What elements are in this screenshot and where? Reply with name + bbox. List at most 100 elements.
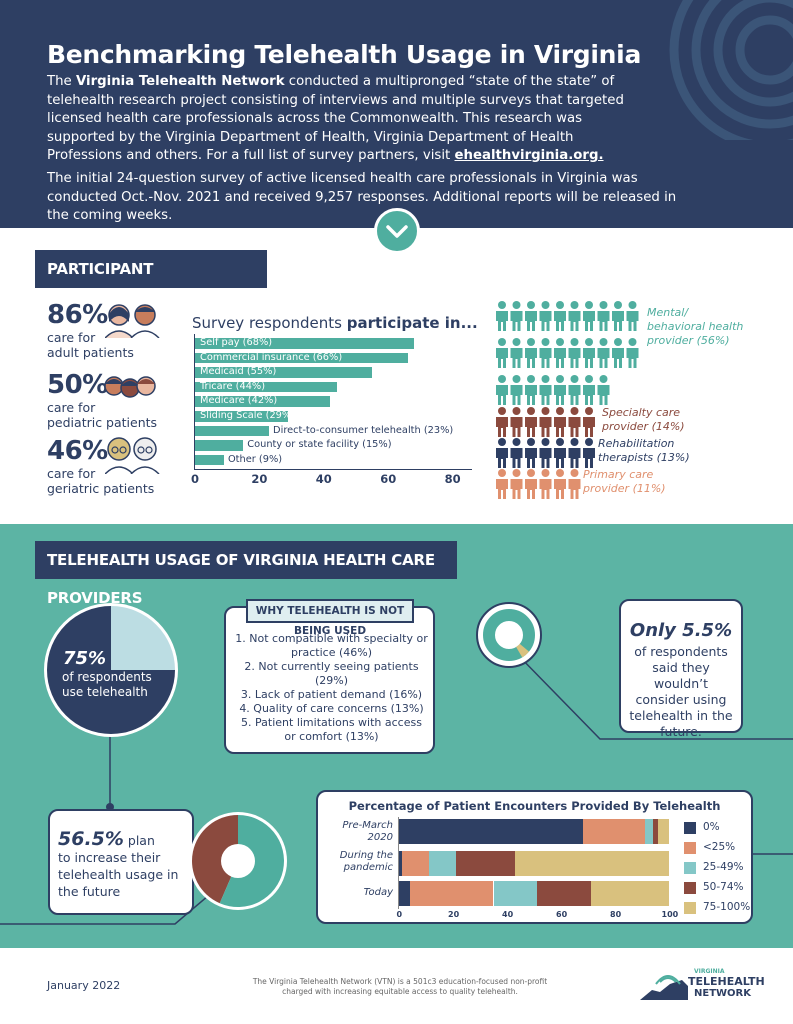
chevron-down-icon[interactable]	[374, 208, 420, 254]
person-icon	[510, 301, 523, 331]
legend-swatch	[684, 822, 696, 834]
telehealth-usage-pie	[44, 603, 178, 737]
adult-patients-icon	[105, 304, 160, 338]
survey-x-tick: 20	[251, 472, 268, 486]
why-title: WHY TELEHEALTH IS NOT BEING USED	[246, 599, 414, 637]
survey-bar-label: Other (9%)	[227, 453, 283, 465]
person-icon	[539, 375, 552, 405]
survey-bar	[195, 367, 373, 378]
survey-x-tick: 0	[191, 472, 200, 486]
why-not-used-card: WHY TELEHEALTH IS NOT BEING USED 1. Not …	[224, 599, 435, 754]
survey-paragraph: The initial 24-question survey of active…	[47, 171, 677, 223]
survey-bar	[195, 396, 331, 407]
encounter-bar-segment	[515, 851, 669, 876]
plan-increase-donut	[189, 812, 287, 910]
person-icon	[583, 407, 595, 437]
encounters-stacked-chart: Pre-March 2020 During the pandemic Today 0 2…	[0, 524, 793, 948]
person-icon	[583, 375, 595, 405]
telehealth-usage-section: TELEHEALTH USAGE OF VIRGINIA HEALTH CARE…	[0, 524, 793, 948]
footer-note: The Virginia Telehealth Network (VTN) is…	[252, 977, 548, 996]
survey-bar-label: County or state facility (15%)	[247, 439, 392, 451]
pie-percent: 75%	[63, 648, 107, 669]
person-icon	[554, 301, 566, 331]
person-icon	[583, 301, 595, 331]
encounter-x-tick: 80	[610, 910, 622, 919]
person-icon	[510, 438, 523, 468]
survey-bar	[195, 425, 270, 437]
person-icon	[554, 469, 566, 499]
stat-adult: 86% care for adult patients	[47, 300, 134, 360]
legend-label: 50-74%	[703, 881, 744, 893]
person-icon	[539, 301, 552, 331]
encounter-bar-segment	[399, 881, 410, 906]
survey-chart-title: Survey respondents participate in...	[192, 314, 478, 332]
person-icon	[568, 338, 581, 368]
person-icon	[496, 438, 508, 468]
x-axis-line	[194, 469, 472, 470]
legend-swatch	[684, 882, 696, 894]
person-icon	[554, 338, 566, 368]
ring-slice-wouldnt-consider	[515, 643, 530, 658]
label-specialty-care: Specialty care provider (14%)	[602, 406, 685, 433]
legend-label: <25%	[703, 841, 736, 853]
encounter-bar-segment	[428, 851, 456, 876]
survey-x-tick: 80	[444, 472, 461, 486]
person-icon	[568, 375, 581, 405]
plan-text: 56.5% plan to increase their telehealth u…	[58, 828, 179, 900]
person-icon	[525, 438, 537, 468]
demographics-heading: PARTICIPANT DEMOGRAPHICS	[35, 250, 267, 316]
person-icon	[525, 375, 537, 405]
person-icon	[496, 338, 508, 368]
encounter-bar-segment	[652, 819, 659, 844]
person-icon	[510, 338, 523, 368]
survey-bar-label: Medicare (42%)	[200, 395, 278, 407]
survey-bar	[195, 352, 408, 364]
encounters-title: Percentage of Patient Encounters Provide…	[348, 799, 721, 813]
survey-x-tick: 60	[380, 472, 397, 486]
page-title: Benchmarking Telehealth Usage in Virgini…	[47, 40, 642, 69]
survey-bar-label: Medicaid (55%)	[200, 366, 277, 378]
donut-slice-no-plan	[192, 815, 238, 904]
only-text: of respondents said they wouldn’t consid…	[629, 644, 733, 739]
survey-bar-label: Tricare (44%)	[200, 380, 266, 392]
survey-bar	[195, 411, 289, 422]
encounter-bar-segment	[536, 881, 591, 906]
pie-caption: of respondents use telehealth	[62, 670, 152, 699]
person-icon	[568, 438, 581, 468]
person-icon	[626, 301, 639, 331]
person-icon	[510, 375, 523, 405]
person-icon	[539, 407, 552, 437]
person-icon	[510, 407, 523, 437]
provider-type-pictogram	[496, 301, 639, 499]
encounter-bar-segment	[401, 851, 429, 876]
survey-bar	[195, 454, 224, 466]
why-list-item: 3. Lack of patient demand (16%)	[240, 688, 423, 701]
legend-swatch	[684, 842, 696, 854]
why-list-item: 2. Not currently seeing patients (29%)	[244, 660, 419, 687]
geriatric-patients-icon	[105, 437, 160, 474]
encounter-bar-segment	[590, 881, 669, 906]
why-list-item: 1. Not compatible with specialty or prac…	[235, 632, 428, 659]
person-icon	[525, 407, 537, 437]
vtn-logo: VIRGINIA TELEHEALTH NETWORK	[638, 968, 765, 1004]
y-axis-line	[194, 334, 195, 470]
footer-date: January 2022	[47, 979, 121, 992]
why-list-item: 5. Patient limitations with access or co…	[241, 716, 422, 743]
person-icon	[597, 375, 610, 405]
encounter-bar-segment	[409, 881, 494, 906]
ehealth-link[interactable]: ehealthvirginia.org.	[454, 148, 604, 163]
person-icon	[539, 338, 552, 368]
encounter-x-tick: 0	[396, 910, 403, 919]
encounter-bar-segment	[455, 851, 516, 876]
survey-bar	[195, 440, 244, 451]
person-icon	[597, 301, 610, 331]
label-primary-care: Primary care provider (11%)	[583, 468, 666, 495]
encounter-bar-segment	[399, 819, 583, 844]
legend-swatch	[684, 902, 696, 914]
pediatric-patients-icon	[104, 376, 156, 398]
person-icon	[554, 438, 566, 468]
encounter-x-tick: 100	[661, 910, 679, 919]
encounter-category-label: During the pandemic	[339, 850, 393, 873]
person-icon	[612, 338, 624, 368]
virginia-map-icon	[640, 975, 688, 1000]
